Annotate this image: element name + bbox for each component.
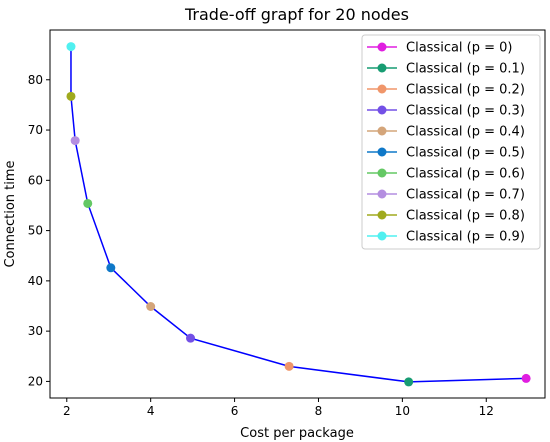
data-point-p6: [83, 198, 93, 208]
legend-label: Classical (p = 0.5): [406, 146, 525, 161]
y-tick-label: 20: [28, 374, 43, 388]
y-tick-label: 60: [28, 173, 43, 187]
x-tick-label: 4: [147, 404, 155, 418]
legend-label: Classical (p = 0.6): [406, 167, 525, 182]
x-axis: 2 4 6 8 10 12: [63, 398, 494, 418]
y-axis: 20 30 40 50 60 70 80: [28, 73, 50, 388]
data-point-p8: [66, 91, 76, 101]
legend-entry: Classical (p = 0.6): [367, 167, 525, 182]
legend-marker: [377, 126, 387, 136]
legend-entry: Classical (p = 0.7): [367, 188, 525, 203]
plot-area: [49, 29, 546, 399]
y-tick-label: 40: [28, 274, 43, 288]
legend-label: Classical (p = 0.9): [406, 230, 525, 245]
data-point-p0: [521, 373, 531, 383]
legend-entry: Classical (p = 0.1): [367, 62, 525, 77]
y-axis-label: Connection time: [3, 160, 18, 267]
legend-label: Classical (p = 0.7): [406, 188, 525, 203]
x-axis-label: Cost per package: [240, 426, 354, 441]
legend: Classical (p = 0) Classical (p = 0.1) Clas…: [361, 34, 541, 250]
legend-entry: Classical (p = 0.8): [367, 209, 525, 224]
legend-label: Classical (p = 0.1): [406, 62, 525, 77]
legend-entry: Classical (p = 0.4): [367, 125, 525, 140]
legend-label: Classical (p = 0.2): [406, 83, 525, 98]
legend-label: Classical (p = 0.8): [406, 209, 525, 224]
data-point-p5: [106, 263, 116, 273]
legend-marker: [377, 210, 387, 220]
legend-box: [361, 34, 541, 250]
data-point-p2: [284, 361, 294, 371]
legend-marker: [377, 63, 387, 73]
data-points: [66, 42, 531, 387]
legend-label: Classical (p = 0.4): [406, 125, 525, 140]
y-tick-label: 30: [28, 324, 43, 338]
legend-entry: Classical (p = 0.5): [367, 146, 525, 161]
data-point-p3: [186, 333, 196, 343]
legend-entry: Classical (p = 0.3): [367, 104, 525, 119]
x-tick-label: 2: [63, 404, 71, 418]
legend-marker: [377, 168, 387, 178]
data-point-p7: [70, 136, 80, 146]
data-point-p9: [66, 42, 76, 52]
legend-marker: [377, 231, 387, 241]
legend-marker: [377, 189, 387, 199]
y-tick-label: 50: [28, 224, 43, 238]
data-point-p1: [404, 377, 414, 387]
legend-marker: [377, 84, 387, 94]
legend-marker: [377, 42, 387, 52]
chart-title: Trade-off grapf for 20 nodes: [184, 5, 409, 24]
legend-entry: Classical (p = 0): [367, 41, 513, 56]
data-point-p4: [146, 302, 156, 312]
legend-label: Classical (p = 0.3): [406, 104, 525, 119]
x-tick-label: 8: [315, 404, 323, 418]
legend-marker: [377, 105, 387, 115]
legend-entry: Classical (p = 0.2): [367, 83, 525, 98]
legend-marker: [377, 147, 387, 157]
legend-entry: Classical (p = 0.9): [367, 230, 525, 245]
x-tick-label: 10: [395, 404, 410, 418]
x-tick-label: 12: [479, 404, 494, 418]
y-tick-label: 70: [28, 123, 43, 137]
trade-off-line: [70, 46, 527, 383]
y-tick-label: 80: [28, 73, 43, 87]
legend-label: Classical (p = 0): [406, 41, 513, 56]
x-tick-label: 6: [231, 404, 239, 418]
